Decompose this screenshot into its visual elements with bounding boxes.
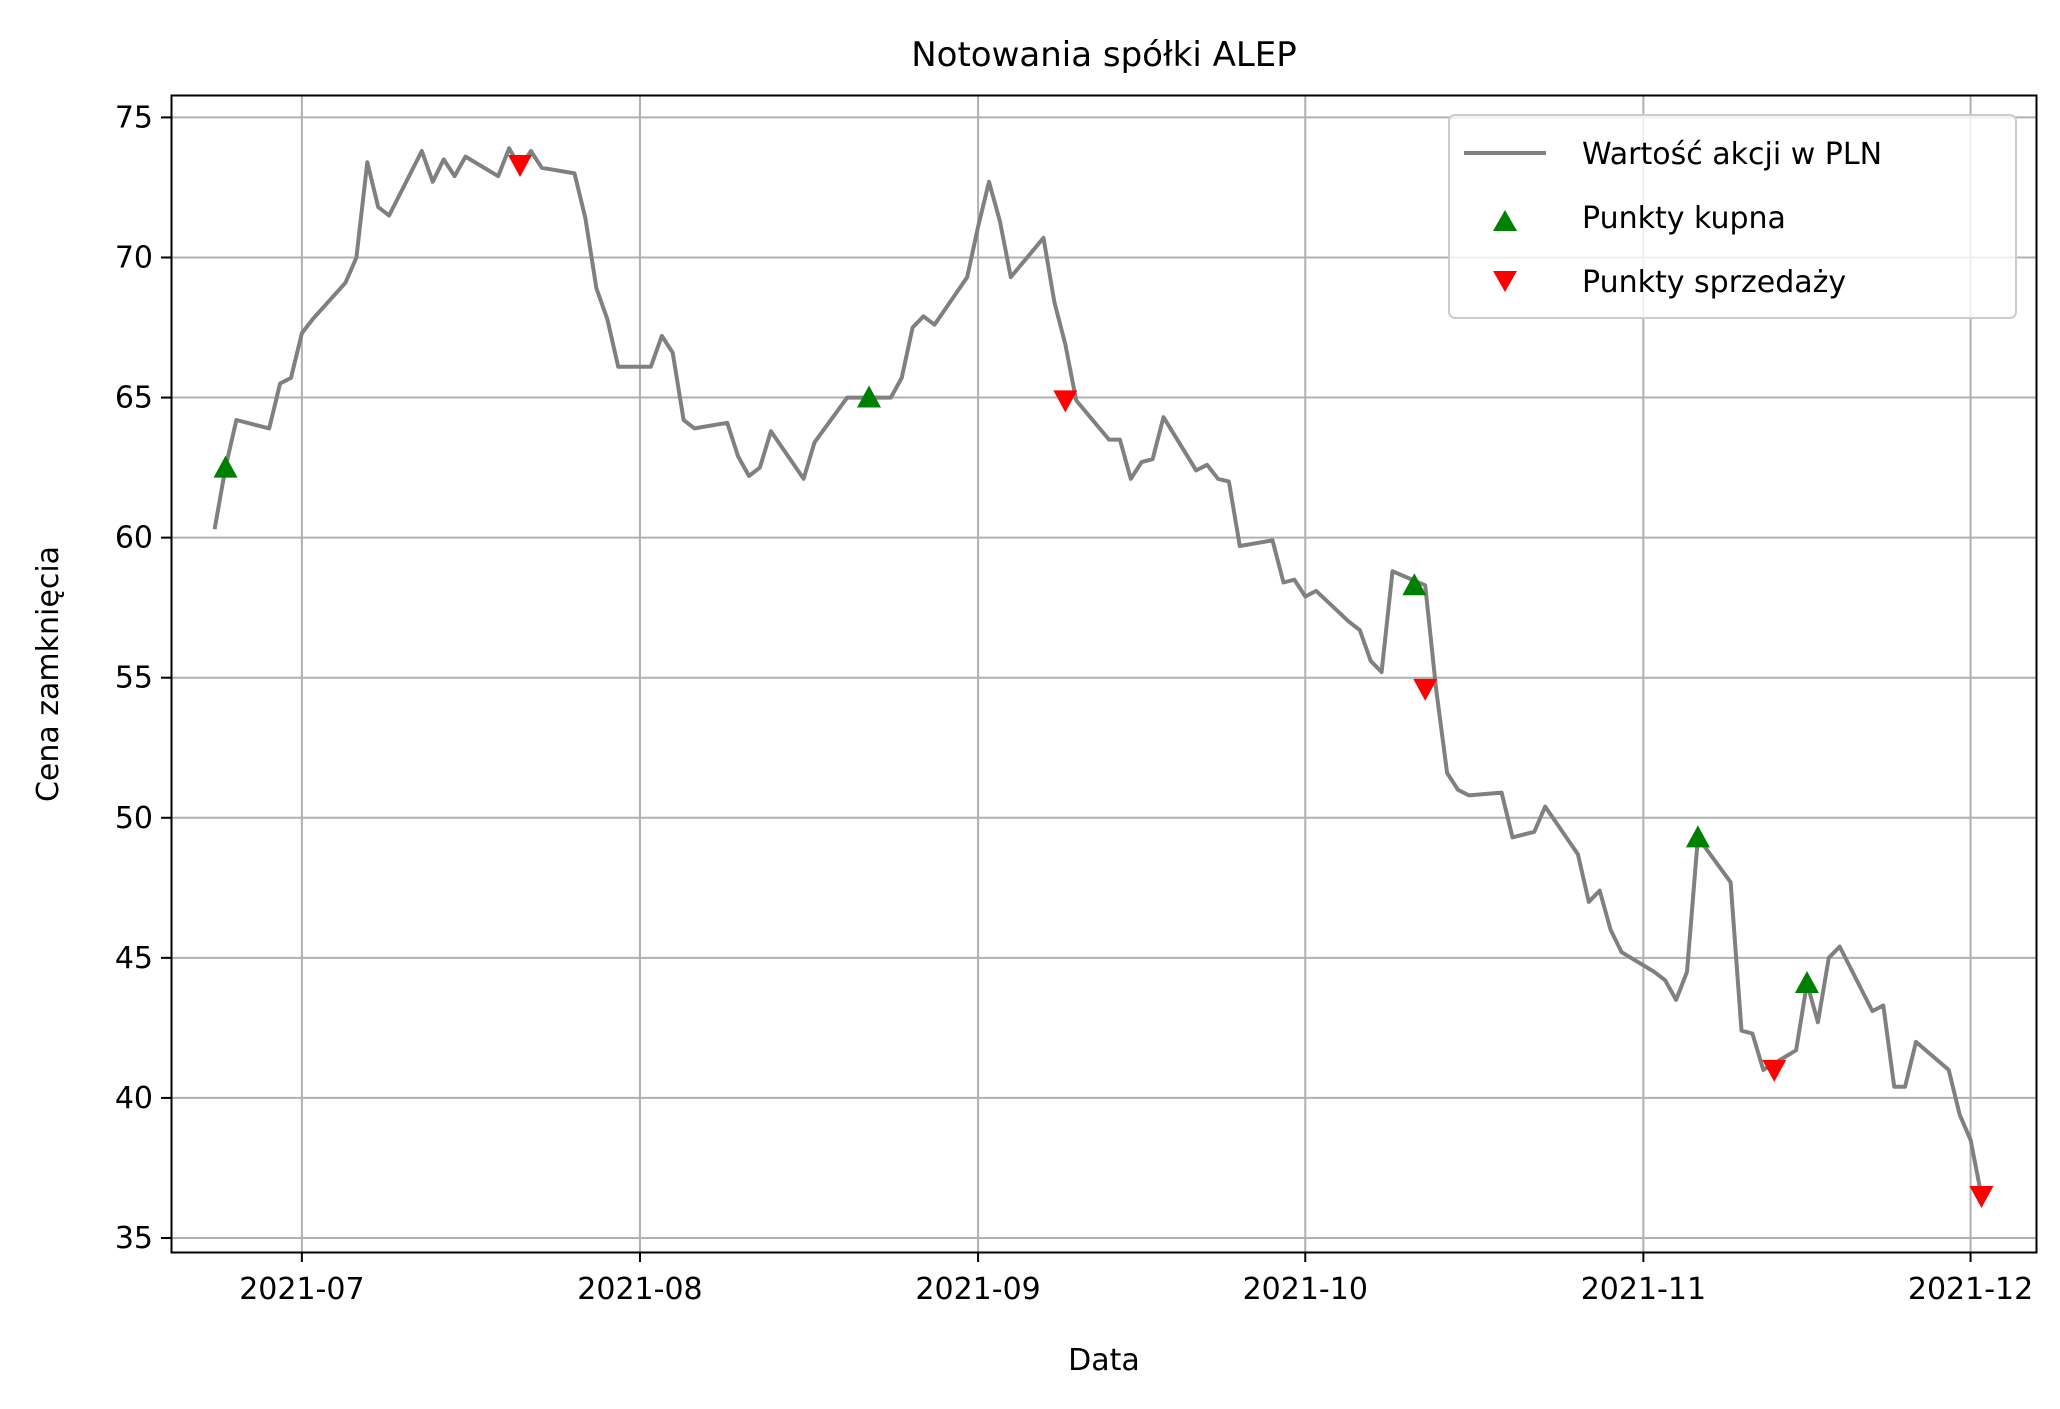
y-tick-label: 40 (115, 1081, 153, 1116)
y-axis-label: Cena zamknięcia (31, 546, 66, 802)
sell-point-marker (1413, 678, 1438, 701)
x-tick-label: 2021-12 (1908, 1272, 2033, 1307)
x-axis: 2021-07 2021-08 2021-09 2021-10 2021-11 2021-… (239, 1252, 2033, 1307)
buy-point-marker (213, 455, 238, 478)
buy-point-marker (1402, 573, 1427, 596)
buy-point-marker (857, 385, 882, 408)
legend-sell-marker (1493, 271, 1517, 292)
y-axis: 35 40 45 50 55 60 65 70 75 (115, 100, 171, 1256)
x-tick-label: 2021-07 (239, 1272, 364, 1307)
x-tick-label: 2021-08 (577, 1272, 702, 1307)
x-axis-label: Data (1068, 1343, 1140, 1378)
y-tick-label: 75 (115, 100, 153, 135)
sell-point-marker (1053, 390, 1078, 413)
legend-label-price: Wartość akcji w PLN (1582, 137, 1882, 172)
x-tick-label: 2021-09 (915, 1272, 1040, 1307)
sell-point-marker (508, 155, 533, 178)
y-tick-label: 50 (115, 801, 153, 836)
legend-box (1448, 114, 2017, 319)
legend-label-sell: Punkty sprzedaży (1582, 265, 1846, 300)
buy-point-marker (1794, 971, 1819, 994)
sell-point-marker (1762, 1059, 1787, 1082)
chart-title: Notowania spółki ALEP (911, 35, 1297, 75)
y-tick-label: 35 (115, 1221, 153, 1256)
sell-point-marker (1969, 1185, 1994, 1208)
x-tick-label: 2021-10 (1243, 1272, 1368, 1307)
legend-label-buy: Punkty kupna (1582, 201, 1786, 236)
grid (171, 95, 2036, 1252)
price-line (212, 146, 1984, 1197)
y-tick-label: 45 (115, 941, 153, 976)
y-tick-label: 60 (115, 521, 153, 556)
plot-frame (170, 94, 2038, 1254)
y-tick-label: 55 (115, 661, 153, 696)
y-tick-label: 70 (115, 240, 153, 275)
y-tick-label: 65 (115, 381, 153, 416)
buy-point-marker (1685, 825, 1710, 848)
plot-area (212, 146, 1994, 1208)
x-tick-label: 2021-11 (1581, 1272, 1706, 1307)
legend-buy-marker (1493, 210, 1517, 231)
legend: Wartość akcji w PLN Punkty kupna Punkty … (1448, 114, 2017, 319)
